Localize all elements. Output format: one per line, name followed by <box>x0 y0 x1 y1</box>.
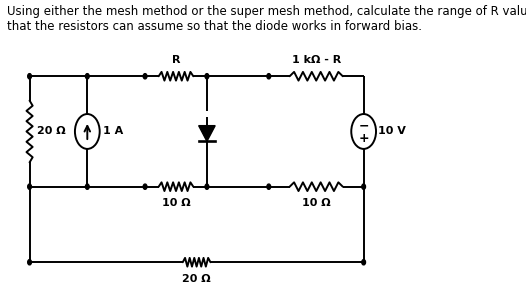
Text: +: + <box>358 132 369 145</box>
Circle shape <box>143 184 147 189</box>
Circle shape <box>205 184 209 189</box>
Circle shape <box>205 74 209 79</box>
Circle shape <box>28 260 32 265</box>
Circle shape <box>267 184 271 189</box>
Circle shape <box>143 74 147 79</box>
Circle shape <box>362 260 366 265</box>
Text: 10 Ω: 10 Ω <box>161 198 190 208</box>
Text: 1 kΩ - R: 1 kΩ - R <box>291 55 341 65</box>
Circle shape <box>267 74 271 79</box>
Text: R: R <box>171 55 180 65</box>
Text: −: − <box>358 119 369 132</box>
Text: 1 A: 1 A <box>103 126 123 136</box>
Circle shape <box>28 184 32 189</box>
Circle shape <box>85 74 89 79</box>
Circle shape <box>362 184 366 189</box>
Text: Using either the mesh method or the super mesh method, calculate the range of R : Using either the mesh method or the supe… <box>7 5 526 18</box>
Text: 20 Ω: 20 Ω <box>183 274 211 284</box>
Circle shape <box>85 184 89 189</box>
Circle shape <box>28 74 32 79</box>
Polygon shape <box>199 126 215 141</box>
Text: 20 Ω: 20 Ω <box>37 126 66 136</box>
Text: that the resistors can assume so that the diode works in forward bias.: that the resistors can assume so that th… <box>7 20 422 33</box>
Text: 10 Ω: 10 Ω <box>302 198 330 208</box>
Text: 10 V: 10 V <box>378 126 406 136</box>
